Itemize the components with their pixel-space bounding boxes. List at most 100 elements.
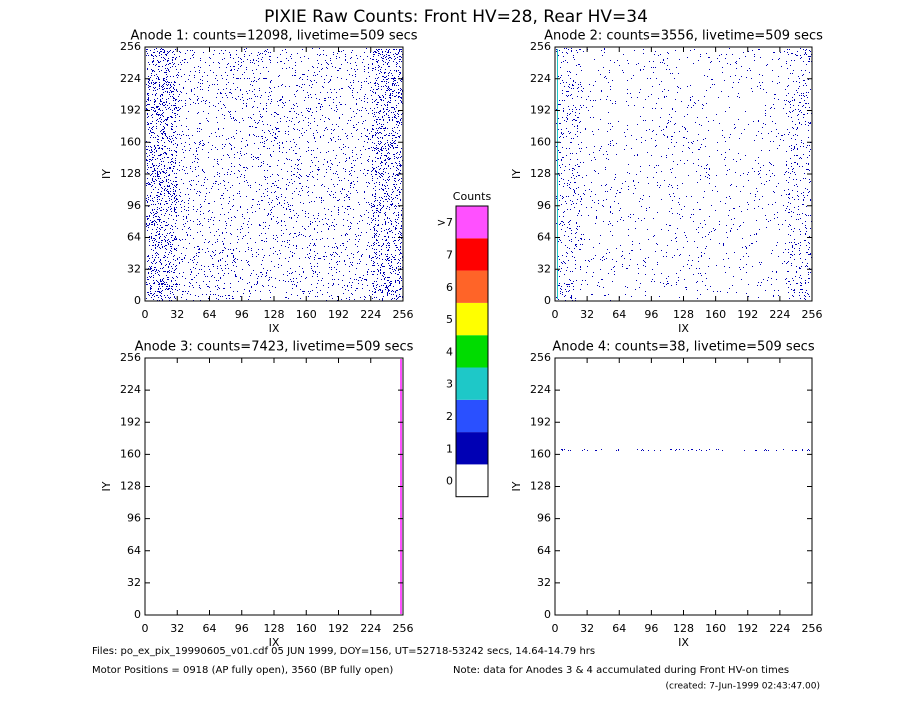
y-tick-label: 256: [120, 351, 141, 364]
plot-frame: [144, 46, 404, 302]
x-tick-label: 128: [673, 308, 694, 321]
colorbar-swatch: [456, 432, 488, 465]
y-tick-label: 64: [537, 231, 551, 244]
x-tick-label: 192: [737, 622, 758, 635]
colorbar-label: 1: [446, 442, 453, 455]
y-tick-label: 128: [120, 480, 141, 493]
y-tick-label: 160: [530, 447, 551, 460]
y-tick-label: 160: [120, 447, 141, 460]
x-tick-label: 256: [802, 622, 823, 635]
plot-frame: [554, 357, 813, 616]
x-tick-label: 0: [142, 308, 149, 321]
y-tick-label: 32: [537, 576, 551, 589]
panel-title: Anode 3: counts=7423, livetime=509 secs: [135, 340, 414, 355]
x-tick-label: 64: [203, 308, 217, 321]
footer-created: (created: 7-Jun-1999 02:43:47.00): [666, 682, 820, 692]
x-tick-label: 32: [580, 622, 594, 635]
y-tick-label: 32: [537, 262, 551, 275]
y-axis-label: IY: [510, 481, 523, 491]
x-tick-label: 96: [235, 622, 249, 635]
panel-title: Anode 2: counts=3556, livetime=509 secs: [544, 29, 823, 44]
colorbar-title: Counts: [453, 190, 492, 203]
y-tick-label: 256: [530, 351, 551, 364]
colorbar-label: 5: [446, 313, 453, 326]
y-tick-label: 224: [120, 383, 141, 396]
y-tick-label: 192: [120, 104, 141, 117]
x-tick-label: 32: [170, 308, 184, 321]
x-tick-label: 224: [769, 308, 790, 321]
x-tick-label: 192: [328, 622, 349, 635]
x-tick-label: 64: [612, 308, 626, 321]
x-tick-label: 160: [705, 622, 726, 635]
footer-note: Note: data for Anodes 3 & 4 accumulated …: [453, 665, 789, 676]
panel-title: Anode 4: counts=38, livetime=509 secs: [552, 340, 814, 355]
colorbar-swatch: [456, 238, 488, 271]
colorbar-label: 3: [446, 378, 453, 391]
x-tick-label: 0: [552, 308, 559, 321]
x-axis-label: IX: [269, 636, 280, 649]
x-tick-label: 224: [360, 308, 381, 321]
y-tick-label: 0: [544, 294, 551, 307]
x-tick-label: 96: [644, 622, 658, 635]
x-tick-label: 256: [802, 308, 823, 321]
colorbar-label: 4: [446, 345, 453, 358]
y-tick-label: 0: [134, 608, 141, 621]
footer-motor: Motor Positions = 0918 (AP fully open), …: [92, 665, 393, 676]
footer-files: Files: po_ex_pix_19990605_v01.cdf 05 JUN…: [92, 646, 595, 657]
plot-frame: [144, 357, 404, 616]
y-tick-label: 32: [127, 262, 141, 275]
y-tick-label: 128: [530, 480, 551, 493]
y-tick-label: 160: [530, 135, 551, 148]
colorbar-label: 0: [446, 475, 453, 488]
x-tick-label: 160: [705, 308, 726, 321]
x-tick-label: 96: [644, 308, 658, 321]
x-tick-label: 224: [769, 622, 790, 635]
colorbar-label: 2: [446, 410, 453, 423]
y-tick-label: 64: [127, 544, 141, 557]
x-tick-label: 64: [612, 622, 626, 635]
colorbar-label: 6: [446, 281, 453, 294]
count-texture: [561, 449, 810, 451]
y-tick-label: 32: [127, 576, 141, 589]
y-tick-label: 192: [120, 415, 141, 428]
y-tick-label: 256: [120, 40, 141, 53]
colorbar-frame: [455, 205, 489, 498]
x-tick-label: 32: [170, 622, 184, 635]
x-tick-label: 0: [552, 622, 559, 635]
x-tick-label: 256: [393, 622, 414, 635]
y-tick-label: 160: [120, 135, 141, 148]
colorbar-swatch: [456, 302, 488, 336]
x-tick-label: 128: [264, 622, 285, 635]
x-tick-label: 64: [203, 622, 217, 635]
y-tick-label: 0: [134, 294, 141, 307]
y-tick-label: 96: [537, 199, 551, 212]
y-axis-label: IY: [100, 481, 113, 491]
x-tick-label: 160: [296, 308, 317, 321]
y-tick-label: 224: [120, 72, 141, 85]
y-tick-label: 96: [127, 199, 141, 212]
colorbar-swatch: [456, 270, 488, 303]
y-tick-label: 128: [120, 167, 141, 180]
x-tick-label: 128: [673, 622, 694, 635]
x-tick-label: 160: [296, 622, 317, 635]
x-tick-label: 0: [142, 622, 149, 635]
y-tick-label: 96: [537, 512, 551, 525]
y-tick-label: 224: [530, 72, 551, 85]
x-tick-label: 192: [328, 308, 349, 321]
y-tick-label: 96: [127, 512, 141, 525]
y-tick-label: 192: [530, 415, 551, 428]
page-title: PIXIE Raw Counts: Front HV=28, Rear HV=3…: [264, 7, 648, 27]
y-tick-label: 192: [530, 104, 551, 117]
colorbar-label: 7: [446, 248, 453, 261]
count-texture: [556, 48, 812, 301]
y-tick-label: 64: [537, 544, 551, 557]
y-tick-label: 64: [127, 231, 141, 244]
x-tick-label: 224: [360, 622, 381, 635]
colorbar-swatch: [456, 399, 488, 433]
x-tick-label: 32: [580, 308, 594, 321]
x-tick-label: 256: [393, 308, 414, 321]
x-axis-label: IX: [678, 322, 689, 335]
x-tick-label: 96: [235, 308, 249, 321]
count-texture: [146, 48, 403, 301]
